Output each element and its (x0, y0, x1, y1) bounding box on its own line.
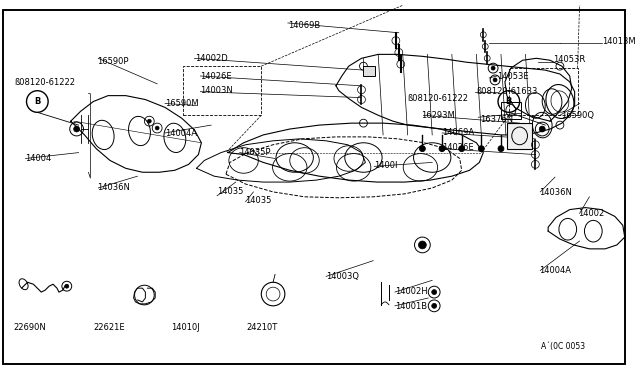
Text: 14036N: 14036N (97, 183, 131, 192)
Text: 14013M: 14013M (602, 37, 636, 46)
Text: 14035: 14035 (217, 187, 243, 196)
Bar (501, 102, 520, 119)
Circle shape (540, 126, 545, 132)
Circle shape (439, 146, 445, 152)
Circle shape (432, 290, 436, 295)
Circle shape (493, 78, 497, 82)
Text: 14069A: 14069A (442, 128, 474, 137)
Text: 14002D: 14002D (195, 54, 228, 63)
Text: 16293M: 16293M (421, 110, 455, 120)
Text: 14035P: 14035P (239, 148, 270, 157)
Bar (509, 68, 577, 115)
Text: 14004A: 14004A (164, 129, 196, 138)
Text: 1400I: 1400I (374, 161, 397, 170)
Circle shape (156, 126, 159, 130)
Text: 14069B: 14069B (288, 21, 320, 30)
Text: ß08120-61633: ß08120-61633 (477, 87, 538, 96)
Text: 22690N: 22690N (14, 323, 47, 332)
Text: 14035: 14035 (245, 196, 271, 205)
Circle shape (147, 119, 151, 123)
Bar (364, 66, 375, 76)
Circle shape (74, 126, 79, 132)
Circle shape (65, 284, 68, 288)
Text: 14002: 14002 (579, 209, 605, 218)
Text: 24210T: 24210T (246, 323, 278, 332)
Text: B: B (34, 97, 40, 106)
Text: 16590Q: 16590Q (561, 110, 594, 120)
Text: 16376N: 16376N (479, 115, 513, 124)
Bar (507, 123, 532, 149)
Text: 14002H: 14002H (395, 288, 428, 296)
Circle shape (498, 146, 504, 152)
Text: 14053E: 14053E (497, 72, 528, 81)
Circle shape (478, 146, 484, 152)
Text: 14004: 14004 (25, 154, 51, 163)
Text: 16590M: 16590M (164, 99, 198, 108)
Text: 14003N: 14003N (200, 87, 233, 96)
Circle shape (459, 146, 465, 152)
Text: 16590P: 16590P (97, 57, 129, 66)
Circle shape (432, 304, 436, 308)
Text: 22621E: 22621E (93, 323, 125, 332)
Text: 14001B: 14001B (395, 302, 427, 311)
Circle shape (419, 241, 426, 249)
Text: B: B (506, 97, 512, 106)
Text: ß08120-61222: ß08120-61222 (14, 78, 75, 87)
Text: 14036N: 14036N (540, 188, 572, 197)
Text: 14026E: 14026E (200, 72, 232, 81)
Circle shape (491, 66, 495, 70)
Bar (182, 66, 261, 115)
Text: 14003Q: 14003Q (326, 272, 358, 281)
Text: A´(0C 0053: A´(0C 0053 (541, 342, 585, 351)
Text: 14010J: 14010J (171, 323, 200, 332)
Text: 14053R: 14053R (553, 55, 586, 64)
Text: ß08120-61222: ß08120-61222 (408, 94, 468, 103)
Text: 14004A: 14004A (540, 266, 572, 275)
Text: 14026E: 14026E (442, 144, 474, 153)
Circle shape (419, 146, 426, 152)
